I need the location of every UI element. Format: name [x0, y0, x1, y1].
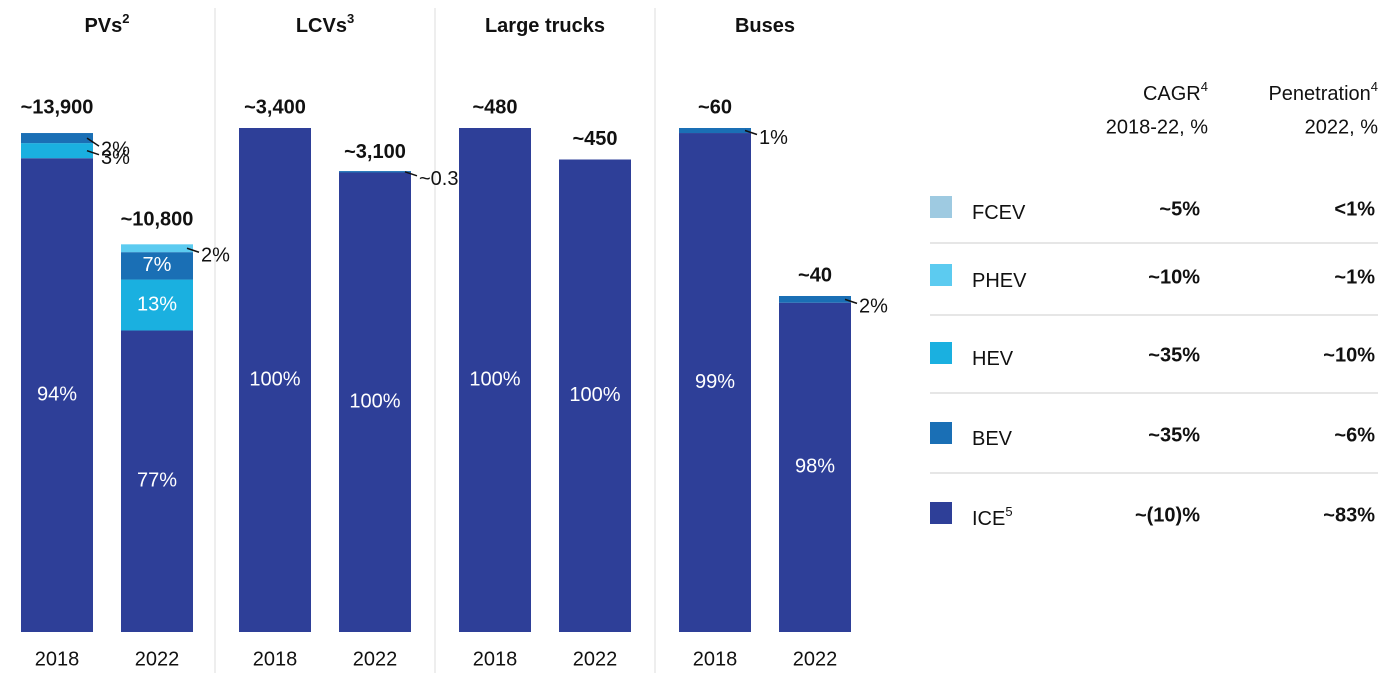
table-cell: ~35%	[1148, 424, 1200, 446]
x-tick-label: 2022	[353, 648, 398, 670]
bar-segment	[459, 128, 531, 632]
leader-line	[404, 171, 418, 177]
table-cell: ~(10)%	[1135, 504, 1200, 526]
total-label: ~450	[572, 128, 617, 150]
column-subtitle: 2022, %	[1305, 116, 1379, 138]
total-label: ~480	[472, 96, 517, 118]
bar-segment	[779, 296, 851, 303]
bar-segment	[559, 159, 631, 632]
panel-title-text: Buses	[735, 15, 795, 37]
legend-label-text: ICE	[972, 508, 1005, 530]
data-label: 94%	[37, 383, 77, 405]
legend-label: HEV	[972, 348, 1014, 370]
column-title-text: Penetration	[1268, 83, 1370, 105]
superscript: 3	[347, 11, 354, 26]
leader-line	[186, 247, 200, 253]
legend-label: FCEV	[972, 202, 1026, 224]
data-label: 2%	[101, 138, 130, 160]
total-label: ~40	[798, 264, 832, 286]
x-tick-label: 2022	[793, 648, 838, 670]
table-cell: ~5%	[1159, 198, 1200, 220]
panel-title: LCVs3	[296, 11, 354, 37]
superscript: 4	[1371, 79, 1378, 94]
table-cell: ~10%	[1148, 266, 1200, 288]
data-label: 77%	[137, 470, 177, 492]
column-title: Penetration4	[1268, 79, 1378, 105]
leader-line	[86, 149, 100, 156]
legend-swatch	[930, 264, 952, 286]
total-label: ~13,900	[21, 96, 94, 118]
legend-label-text: FCEV	[972, 202, 1026, 224]
x-tick-label: 2018	[35, 648, 80, 670]
total-label: ~3,400	[244, 96, 306, 118]
legend-label-text: HEV	[972, 348, 1014, 370]
column-subtitle: 2018-22, %	[1106, 116, 1209, 138]
leader-line	[744, 129, 758, 136]
legend-swatch	[930, 422, 952, 444]
table-cell: <1%	[1334, 198, 1375, 220]
legend-label-text: PHEV	[972, 270, 1027, 292]
legend-label-text: BEV	[972, 428, 1013, 450]
panel-title-text: Large trucks	[485, 15, 605, 37]
bar-segment	[121, 252, 193, 280]
x-tick-label: 2022	[135, 648, 180, 670]
bar-segment	[21, 143, 93, 159]
x-tick-label: 2018	[693, 648, 738, 670]
column-title-text: CAGR	[1143, 83, 1201, 105]
data-label: 100%	[569, 384, 620, 406]
x-tick-label: 2018	[253, 648, 298, 670]
x-tick-label: 2022	[573, 648, 618, 670]
bar-segment	[121, 279, 193, 331]
panel-title: Large trucks	[485, 15, 605, 37]
table-cell: ~10%	[1323, 344, 1375, 366]
data-label: 100%	[349, 391, 400, 413]
total-label: ~10,800	[121, 209, 194, 231]
superscript: 5	[1005, 504, 1012, 519]
total-label: ~60	[698, 96, 732, 118]
panel-title-text: LCVs	[296, 15, 347, 37]
data-label: 2%	[859, 296, 888, 318]
data-label: 100%	[469, 368, 520, 390]
total-label: ~3,100	[344, 141, 406, 163]
data-label: 3%	[101, 147, 130, 169]
legend-label: PHEV	[972, 270, 1027, 292]
table-cell: ~35%	[1148, 344, 1200, 366]
legend-swatch	[930, 196, 952, 218]
data-label: 98%	[795, 456, 835, 478]
bar-segment	[121, 330, 193, 632]
superscript: 4	[1201, 79, 1208, 94]
leader-line	[86, 137, 100, 147]
bar-segment	[339, 171, 411, 173]
data-label: 7%	[143, 254, 172, 276]
x-tick-label: 2018	[473, 648, 518, 670]
table-cell: ~6%	[1334, 424, 1375, 446]
panel-title: Buses	[735, 15, 795, 37]
table-cell: ~83%	[1323, 504, 1375, 526]
bar-segment	[121, 244, 193, 253]
column-title: CAGR4	[1143, 79, 1208, 105]
bar-segment	[21, 158, 93, 633]
bar-segment	[779, 302, 851, 632]
bar-segment	[679, 133, 751, 633]
bar-segment	[21, 133, 93, 144]
data-label: 1%	[759, 127, 788, 149]
data-label: 13%	[137, 293, 177, 315]
bar-segment	[239, 128, 311, 632]
legend-label: BEV	[972, 428, 1013, 450]
legend-swatch	[930, 502, 952, 524]
bar-segment	[679, 128, 751, 134]
legend-label: ICE5	[972, 504, 1013, 530]
data-label: 2%	[201, 245, 230, 267]
superscript: 2	[122, 11, 129, 26]
panel-title: PVs2	[84, 11, 129, 37]
data-label: 99%	[695, 371, 735, 393]
table-cell: ~1%	[1334, 266, 1375, 288]
data-label: 100%	[249, 368, 300, 390]
bar-segment	[339, 172, 411, 632]
leader-line	[844, 298, 858, 305]
panel-title-text: PVs	[84, 15, 122, 37]
legend-swatch	[930, 342, 952, 364]
